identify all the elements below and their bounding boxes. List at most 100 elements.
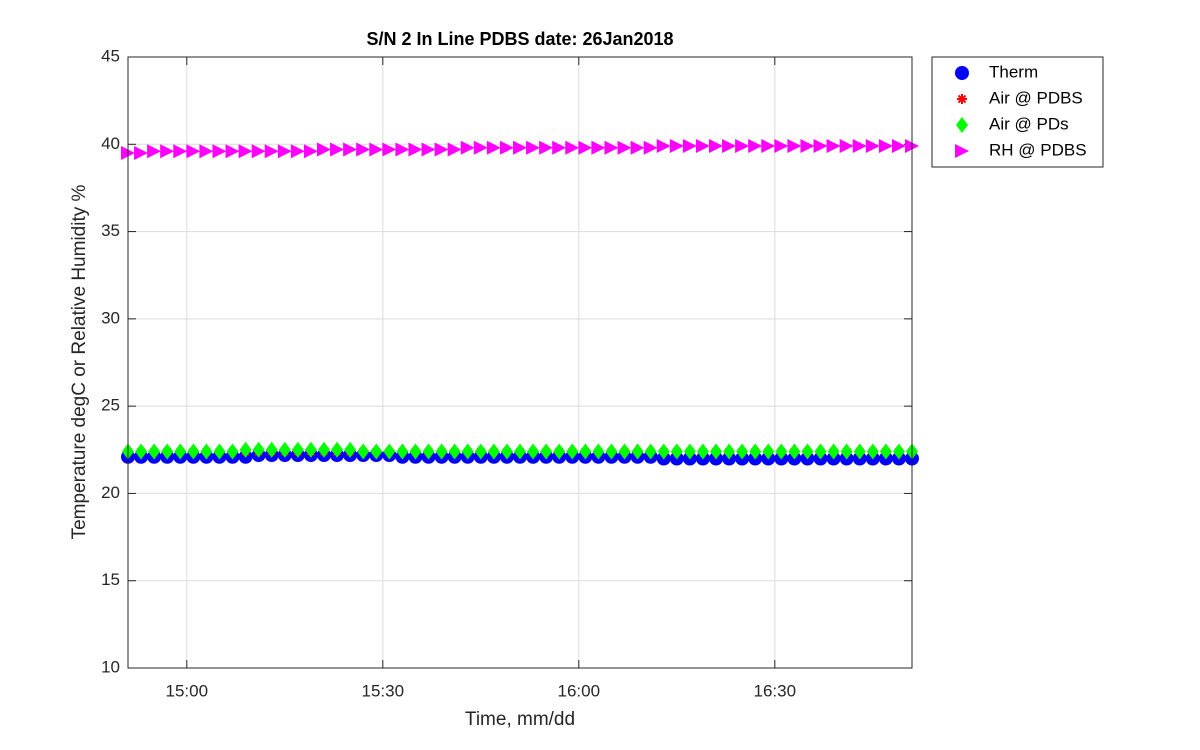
data-point [852,139,867,154]
x-tick-label: 16:00 [558,681,601,700]
data-point [565,140,580,155]
data-point [343,142,358,157]
data-point [173,144,188,159]
legend-marker [955,144,969,158]
chart-title: S/N 2 In Line PDBS date: 26Jan2018 [366,29,673,49]
data-point [513,140,527,155]
data-point [605,443,618,460]
data-point [134,146,149,161]
data-point [238,144,253,159]
x-tick-label: 16:30 [754,681,797,700]
data-point [578,140,593,155]
data-point [801,443,814,460]
data-point [617,140,632,155]
data-point [631,443,644,460]
data-point [865,139,880,154]
data-point [148,443,161,460]
y-tick-label: 35 [101,221,120,240]
data-point [409,443,422,460]
data-point [669,139,684,154]
data-point [762,443,775,460]
legend-label: RH @ PDBS [989,140,1087,159]
data-point [592,443,605,460]
data-point [174,443,187,460]
data-point [369,142,384,157]
data-point [278,441,291,458]
legend-marker [956,117,968,133]
data-point [710,443,722,460]
data-point [408,142,423,157]
data-point [290,144,305,159]
data-point [213,443,226,460]
data-point [303,144,318,159]
data-point [421,142,436,157]
data-point [460,140,475,155]
data-point [514,443,526,460]
data-point [683,443,696,460]
data-point [473,140,488,155]
data-point [604,140,619,155]
data-point [383,443,396,460]
axes-box [127,56,913,669]
data-point [866,443,879,460]
data-point [579,443,592,460]
data-point [630,140,645,155]
data-point [382,142,397,157]
data-point [553,443,566,460]
data-point [344,441,357,458]
data-point [500,443,513,460]
data-point [788,443,801,460]
data-point [147,144,162,159]
data-point [892,443,905,460]
data-point [827,443,840,460]
data-point [657,443,670,460]
y-tick-label: 25 [101,396,120,415]
data-point [670,443,683,460]
y-tick-label: 40 [101,134,120,153]
data-point [487,443,500,460]
y-tick-label: 20 [101,483,120,502]
legend-label: Therm [989,62,1038,81]
data-point [226,443,239,460]
data-point [264,144,279,159]
data-point [749,443,762,460]
data-point [722,139,737,154]
data-point [879,443,892,460]
data-point [539,140,554,155]
data-point [696,443,709,460]
data-point [434,142,449,157]
data-point [486,140,501,155]
data-point [291,441,304,458]
data-point [878,139,893,154]
data-point [748,139,763,154]
data-point [448,443,461,460]
data-point [695,139,710,154]
data-point [317,142,331,157]
data-point [552,140,567,155]
data-point [225,144,240,159]
data-point [644,443,657,460]
data-point [826,139,841,154]
data-point [239,441,252,458]
y-tick-label: 10 [101,657,120,676]
data-point [853,443,866,460]
data-point [566,443,579,460]
data-point [775,443,788,460]
data-point [800,139,815,154]
data-point [422,443,435,460]
data-point [474,443,487,460]
data-point [186,144,201,159]
data-point [200,443,213,460]
data-point [331,441,344,458]
data-point [252,441,265,458]
data-point [395,142,410,157]
data-point [656,139,671,154]
data-point [499,140,514,155]
x-tick-label: 15:30 [362,681,405,700]
data-point [161,443,174,460]
legend-label: Air @ PDBS [989,88,1083,107]
legend-marker [955,66,969,80]
data-point [709,139,723,154]
